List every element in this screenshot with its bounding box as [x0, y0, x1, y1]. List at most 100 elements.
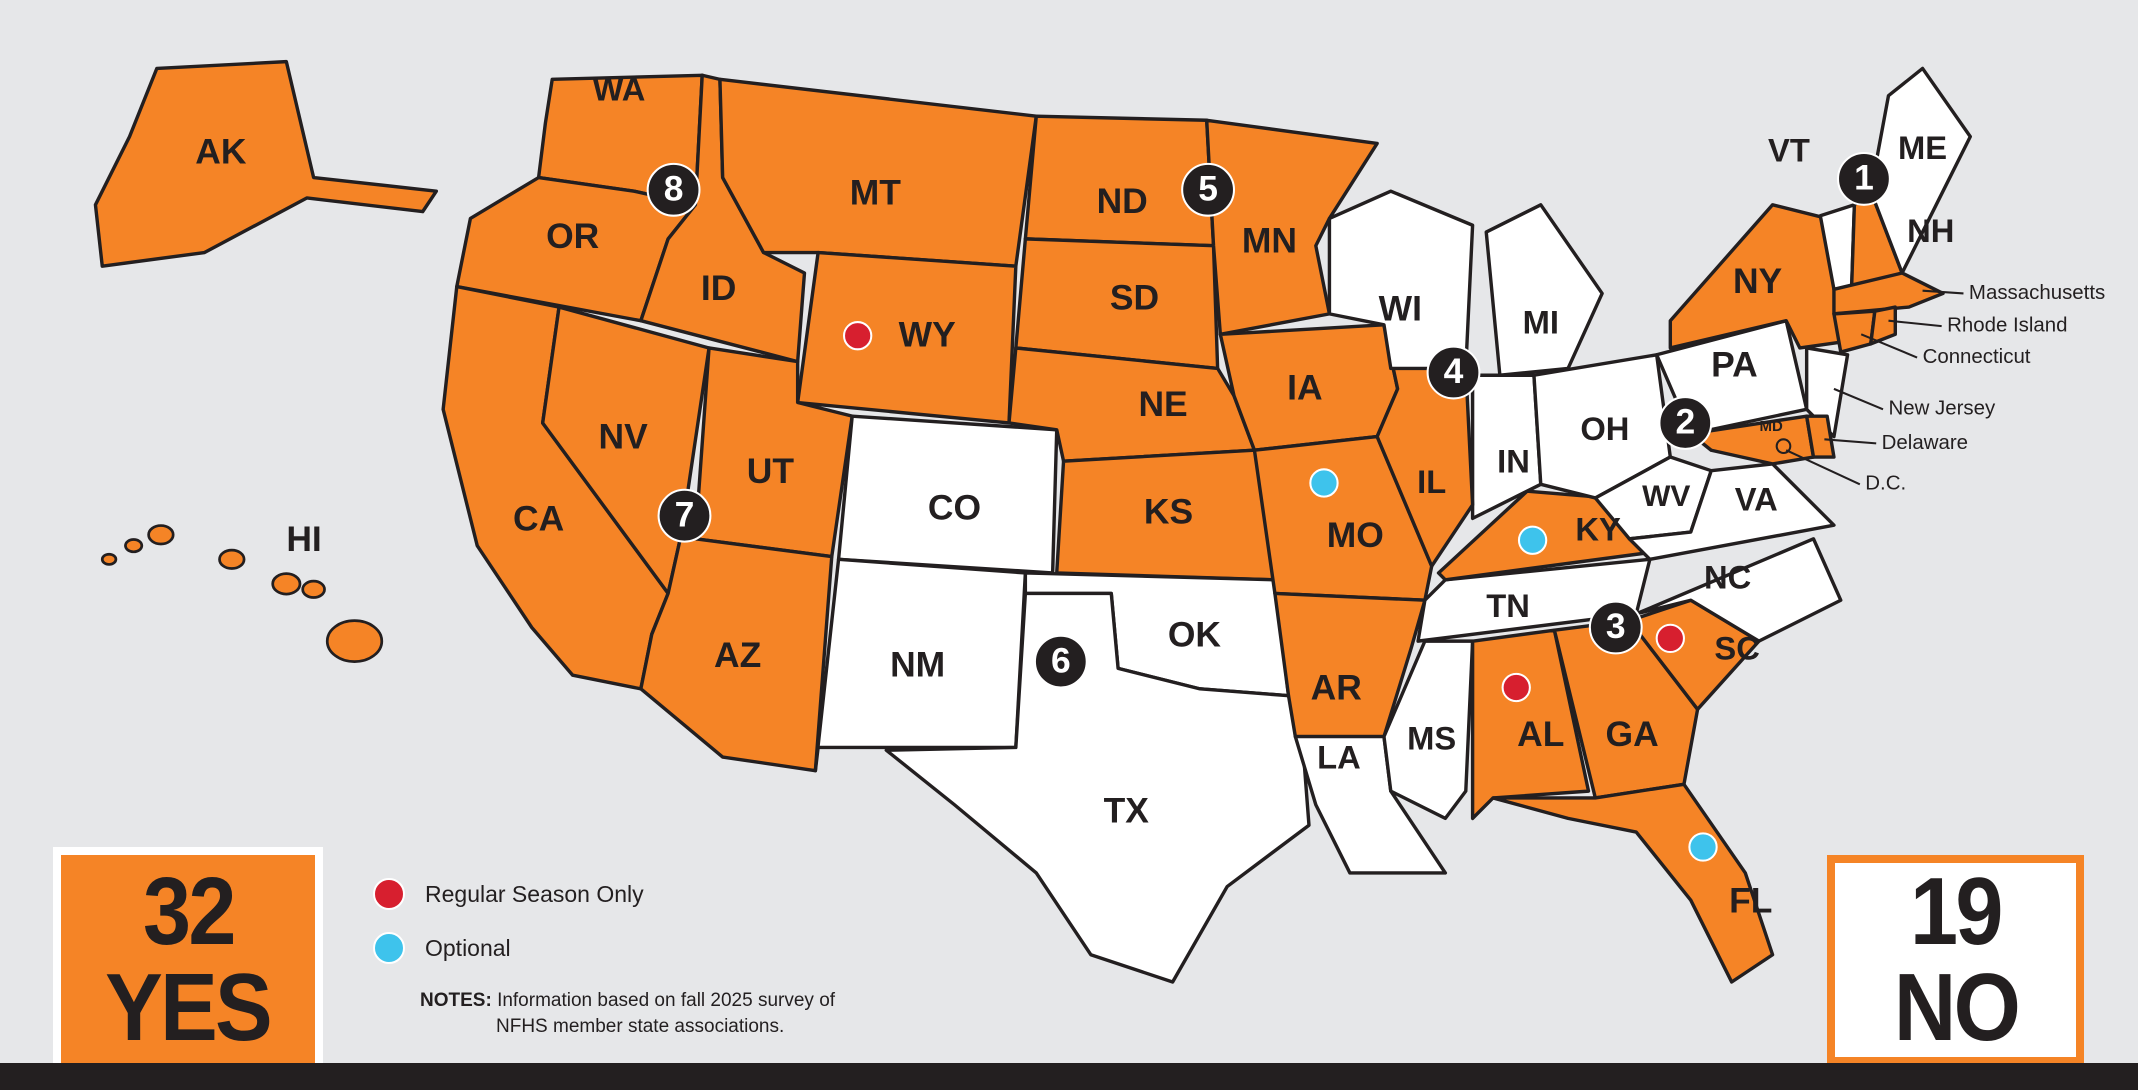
callout-nj: New Jersey — [1888, 397, 1996, 420]
state-label-ks: KS — [1144, 492, 1193, 532]
state-mi — [1484, 203, 1604, 377]
state-hi-island — [301, 579, 326, 599]
state-nm — [813, 557, 1028, 773]
blue-dot-icon — [373, 932, 405, 964]
legend-label: Optional — [425, 934, 511, 961]
callout-dc: D.C. — [1865, 472, 1906, 495]
region-number-5: 5 — [1198, 169, 1218, 209]
state-label-ca: CA — [513, 498, 564, 538]
state-label-il: IL — [1417, 463, 1446, 500]
state-label-nc: NC — [1704, 558, 1751, 595]
notes-label: NOTES: — [420, 990, 492, 1011]
state-hi-island — [325, 619, 384, 663]
callout-ct: Connecticut — [1923, 345, 2031, 368]
state-label-wi: WI — [1379, 289, 1422, 329]
region-number-2: 2 — [1675, 402, 1695, 442]
regular-season-only-marker-wy — [842, 321, 873, 351]
state-label-ms: MS — [1407, 719, 1456, 756]
state-label-oh: OH — [1580, 410, 1629, 447]
state-az — [639, 530, 834, 773]
callout-line — [1860, 333, 1918, 359]
notes-line-2: NFHS member state associations. — [496, 1015, 785, 1037]
state-label-in: IN — [1497, 443, 1530, 480]
notes: NOTES: Information based on fall 2025 su… — [420, 988, 835, 1039]
state-label-sc: SC — [1714, 629, 1759, 666]
region-badge-7 — [657, 488, 712, 543]
footer-bar — [0, 1063, 2138, 1090]
state-ri — [1869, 305, 1897, 346]
state-mo — [1252, 434, 1434, 602]
state-tn — [1416, 557, 1652, 643]
state-label-nm: NM — [890, 644, 945, 684]
yes-count-box: 32 YES — [53, 847, 323, 1073]
legend-regular-season-only: Regular Season Only — [373, 878, 644, 910]
state-label-ne: NE — [1138, 384, 1187, 424]
region-badge-2 — [1658, 396, 1713, 450]
notes-line-1: Information based on fall 2025 survey of — [497, 990, 836, 1011]
state-label-nv: NV — [599, 417, 649, 457]
state-label-al: AL — [1517, 714, 1564, 754]
callout-line — [1922, 289, 1964, 295]
state-label-ar: AR — [1311, 668, 1362, 708]
regular-season-only-marker-al — [1501, 672, 1531, 703]
callout-line — [1888, 319, 1942, 328]
state-label-co: CO — [928, 488, 981, 528]
state-label-sd: SD — [1110, 278, 1159, 318]
state-label-mo: MO — [1327, 515, 1384, 555]
state-label-mn: MN — [1242, 220, 1297, 260]
state-mn — [1205, 118, 1379, 337]
state-label-ia: IA — [1287, 368, 1322, 408]
regular-season-only-marker-sc — [1655, 623, 1685, 654]
state-label-mi: MI — [1523, 303, 1559, 340]
state-ma — [1832, 271, 1945, 316]
optional-marker-fl — [1688, 832, 1718, 862]
state-hi-island — [271, 572, 302, 596]
legend-optional: Optional — [373, 932, 511, 964]
state-de — [1804, 414, 1836, 459]
state-ak — [93, 59, 439, 268]
region-number-6: 6 — [1051, 640, 1071, 680]
region-badge-1 — [1837, 151, 1891, 206]
state-label-va: VA — [1735, 481, 1778, 518]
legend-label: Regular Season Only — [425, 880, 644, 907]
yes-label: YES — [105, 954, 273, 1061]
state-label-tn: TN — [1486, 587, 1530, 624]
state-label-ak: AK — [195, 132, 247, 172]
state-hi-island — [100, 552, 118, 566]
state-label-az: AZ — [714, 635, 761, 675]
state-ct — [1832, 309, 1877, 354]
callout-ma: Massachusetts — [1969, 281, 2105, 304]
state-label-fl: FL — [1729, 880, 1772, 920]
state-label-ny: NY — [1733, 261, 1783, 301]
state-label-mt: MT — [850, 173, 902, 213]
region-badge-5 — [1181, 162, 1236, 217]
state-label-md: MD — [1760, 418, 1783, 435]
no-count: 19 — [1910, 858, 2003, 965]
region-badge-4 — [1426, 345, 1481, 400]
state-al — [1470, 628, 1591, 821]
state-hi-island — [124, 538, 144, 554]
yes-count: 32 — [142, 858, 236, 965]
callout-de: Delaware — [1882, 431, 1968, 454]
state-label-wy: WY — [899, 314, 956, 354]
state-label-tx: TX — [1104, 790, 1150, 830]
state-label-ky: KY — [1575, 511, 1621, 548]
region-badge-6 — [1033, 634, 1088, 689]
state-label-vt: VT — [1768, 132, 1810, 169]
state-ny — [1668, 203, 1850, 350]
red-dot-icon — [373, 878, 405, 910]
state-label-wv: WV — [1642, 480, 1690, 513]
state-label-ok: OK — [1168, 614, 1222, 654]
region-number-8: 8 — [664, 169, 684, 209]
state-label-la: LA — [1317, 738, 1361, 775]
state-label-ga: GA — [1606, 714, 1659, 754]
state-label-hi: HI — [286, 519, 321, 559]
state-nc — [1634, 537, 1843, 643]
region-number-7: 7 — [675, 494, 695, 534]
state-tx — [884, 591, 1311, 984]
callout-line — [1833, 387, 1884, 411]
callout-line — [1785, 449, 1861, 486]
state-label-nh: NH — [1907, 212, 1954, 249]
